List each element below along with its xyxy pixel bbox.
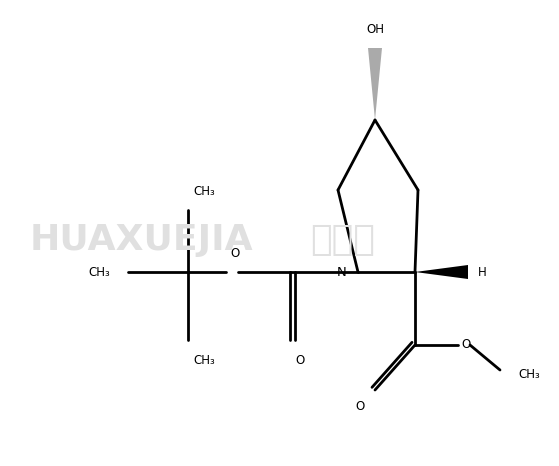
Text: O: O (461, 338, 470, 351)
Text: CH₃: CH₃ (88, 266, 110, 279)
Text: O: O (295, 354, 304, 367)
Text: CH₃: CH₃ (518, 368, 540, 381)
Text: OH: OH (366, 23, 384, 36)
Text: O: O (230, 247, 240, 260)
Text: CH₃: CH₃ (193, 185, 215, 198)
Text: HUAXUEJIA: HUAXUEJIA (30, 223, 254, 257)
Polygon shape (415, 265, 468, 279)
Text: N: N (337, 266, 346, 279)
Text: 化学加: 化学加 (310, 223, 375, 257)
Text: CH₃: CH₃ (193, 354, 215, 367)
Polygon shape (368, 48, 382, 120)
Text: H: H (478, 266, 487, 279)
Text: O: O (356, 400, 365, 413)
